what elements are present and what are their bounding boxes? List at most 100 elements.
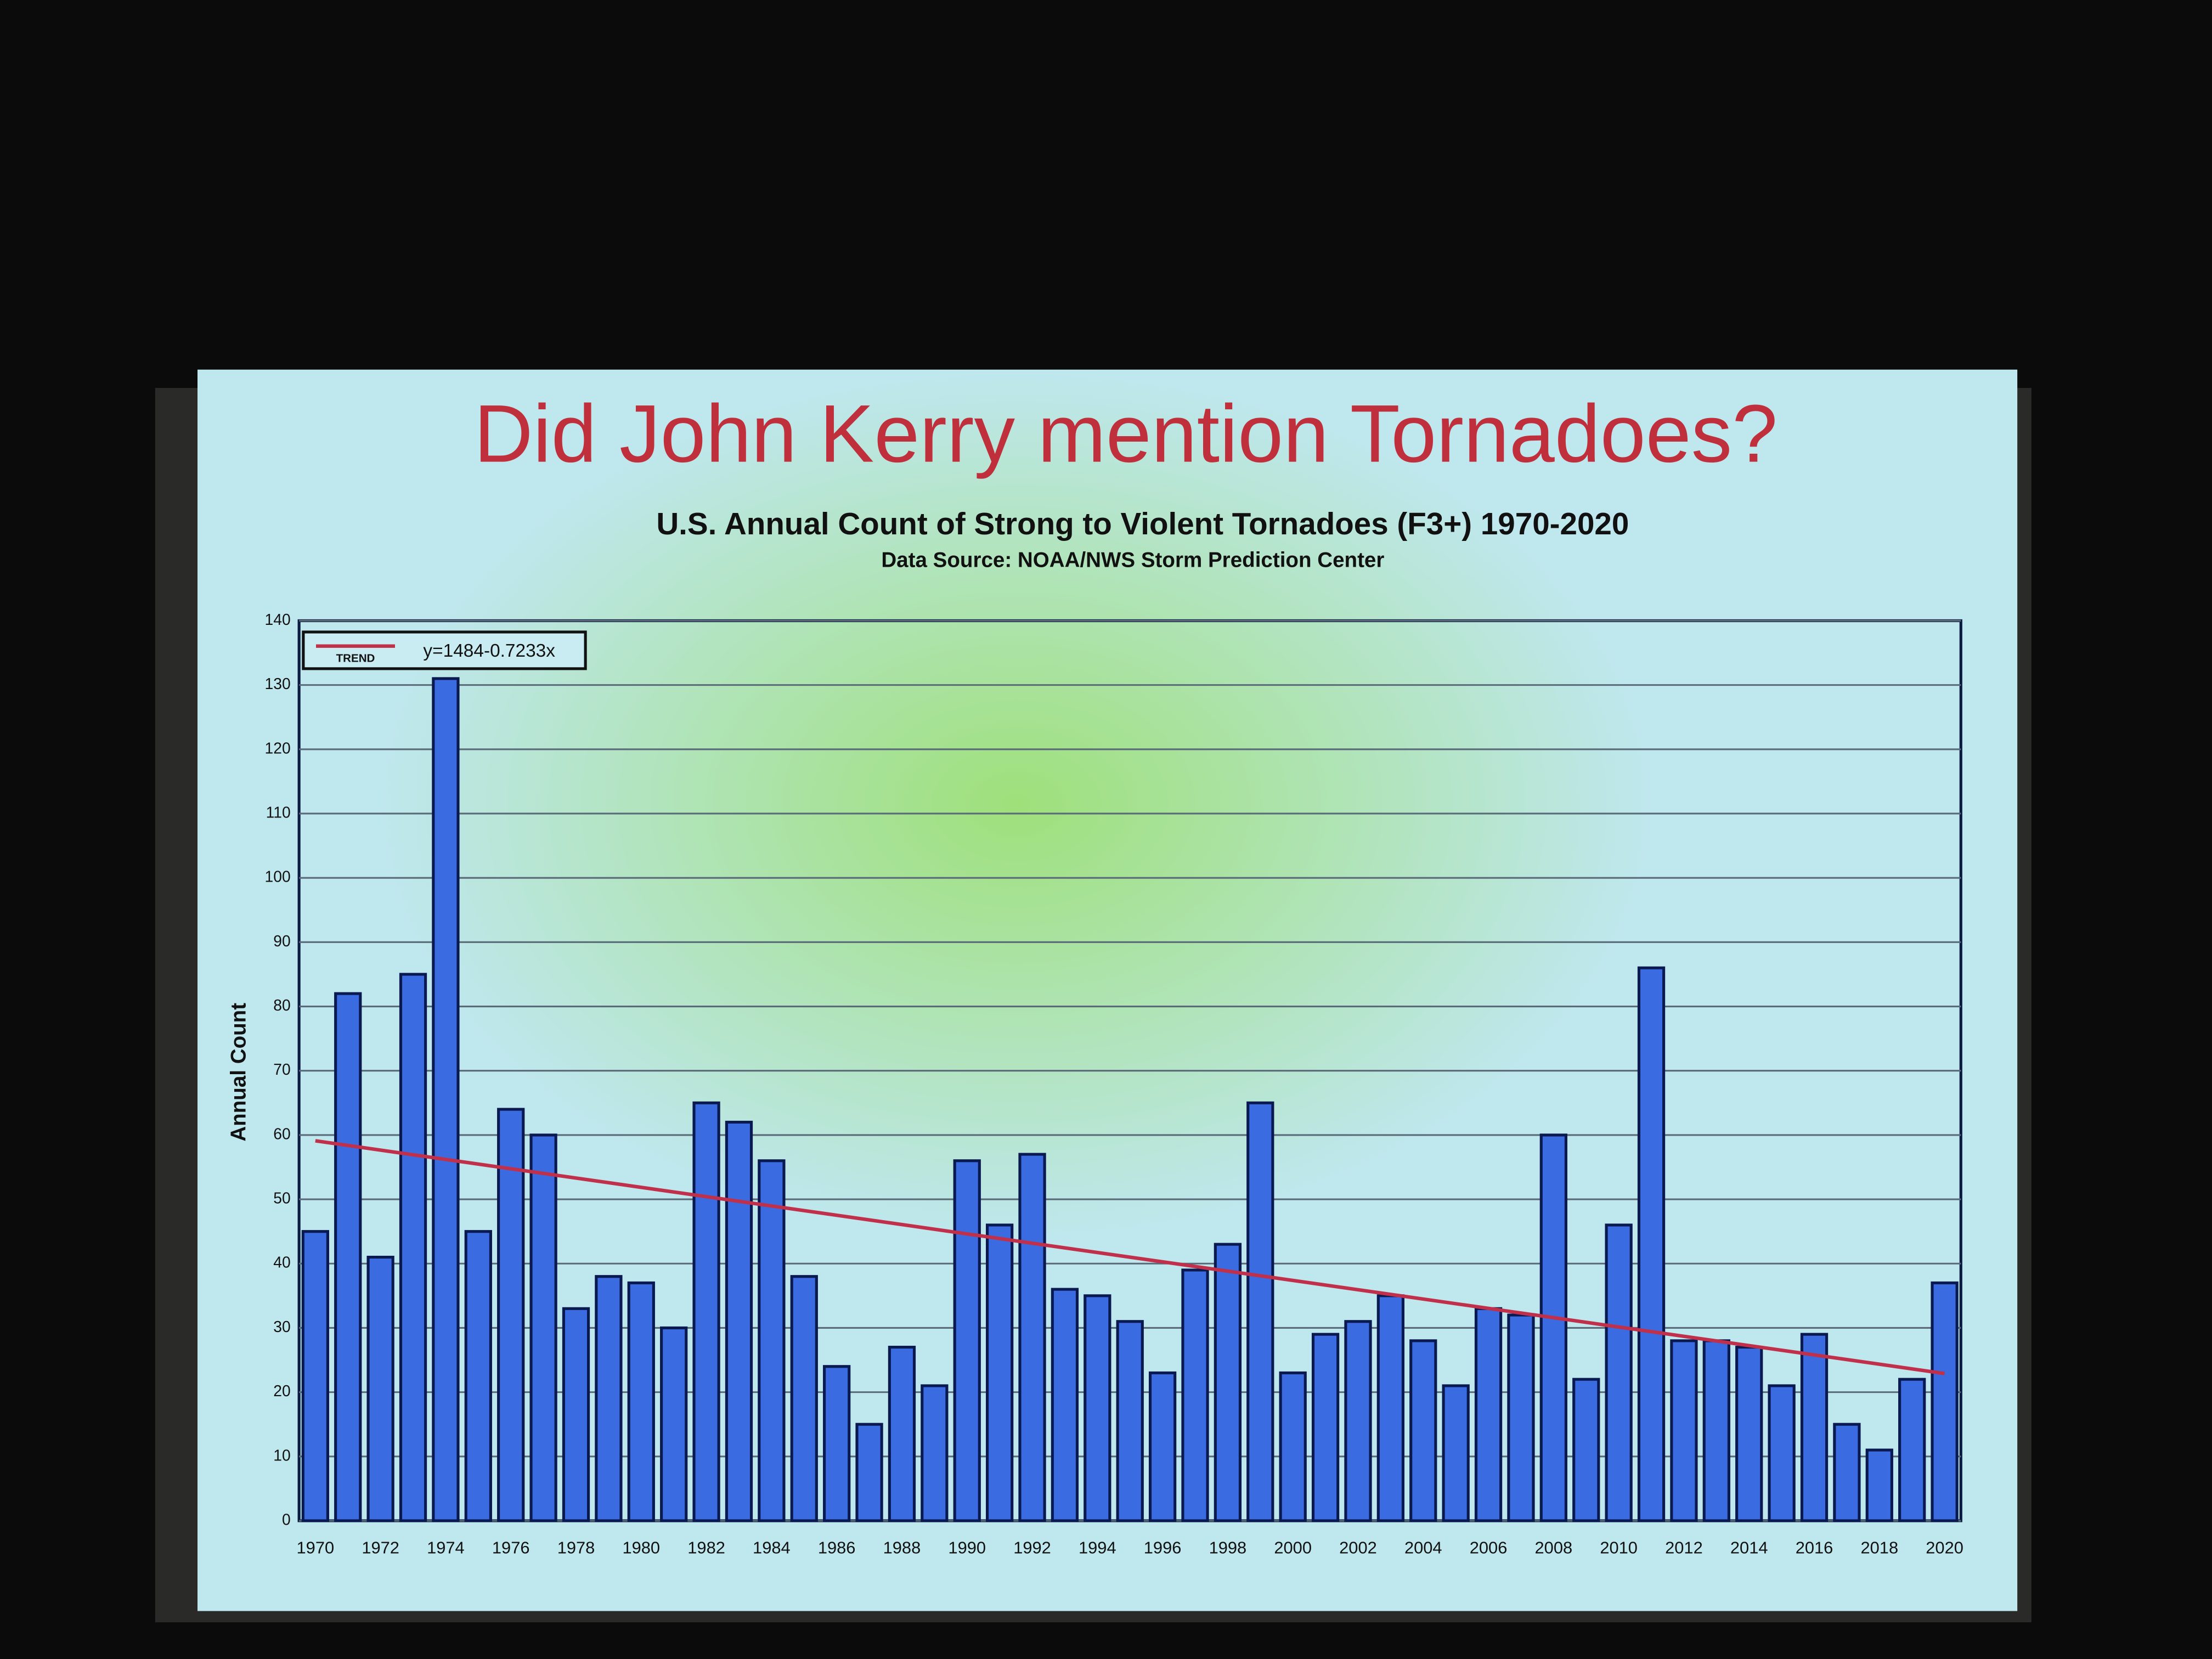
- x-tick-label: 2018: [1860, 1538, 1898, 1558]
- y-tick-label: 10: [273, 1446, 290, 1464]
- y-tick-label: 60: [273, 1125, 290, 1142]
- bar: [1605, 1223, 1633, 1522]
- bar: [1637, 966, 1666, 1522]
- bar: [1670, 1339, 1698, 1522]
- y-tick-label: 0: [282, 1510, 291, 1528]
- y-tick-label: 100: [265, 868, 291, 885]
- bar: [1572, 1378, 1600, 1522]
- bar: [1442, 1384, 1470, 1522]
- x-tick-label: 1972: [362, 1538, 399, 1558]
- bar: [1800, 1333, 1829, 1522]
- bar: [1507, 1313, 1535, 1522]
- y-tick-label: 80: [273, 996, 290, 1014]
- bar: [1539, 1133, 1567, 1522]
- bar: [1898, 1378, 1926, 1522]
- bar: [855, 1423, 883, 1522]
- bar: [660, 1326, 688, 1522]
- y-tick-label: 40: [273, 1254, 290, 1271]
- bar: [1148, 1371, 1177, 1522]
- x-tick-label: 1996: [1144, 1538, 1182, 1558]
- x-tick-label: 1980: [622, 1538, 660, 1558]
- y-tick-label: 30: [273, 1318, 290, 1335]
- bar: [1181, 1268, 1209, 1522]
- bar: [1084, 1294, 1111, 1522]
- bar: [595, 1275, 623, 1522]
- bar: [823, 1365, 851, 1522]
- bar: [562, 1307, 590, 1522]
- x-tick-label: 1994: [1079, 1538, 1116, 1558]
- bar: [1051, 1288, 1079, 1522]
- x-tick-label: 2014: [1730, 1538, 1768, 1558]
- x-tick-label: 2020: [1926, 1538, 1963, 1558]
- x-tick-label: 2008: [1535, 1538, 1573, 1558]
- bar: [1735, 1346, 1763, 1522]
- bar: [1833, 1423, 1861, 1522]
- y-tick-label: 130: [265, 675, 291, 692]
- x-tick-label: 1984: [753, 1538, 791, 1558]
- bar: [921, 1384, 949, 1522]
- trend-line: [315, 1139, 1945, 1375]
- bar: [985, 1223, 1014, 1522]
- x-tick-label: 2002: [1339, 1538, 1377, 1558]
- x-tick-label: 2006: [1470, 1538, 1508, 1558]
- bar: [1931, 1281, 1959, 1522]
- x-tick-label: 2010: [1600, 1538, 1638, 1558]
- bar: [1018, 1153, 1046, 1522]
- bar: [758, 1159, 786, 1522]
- bar: [692, 1101, 720, 1522]
- x-tick-label: 2012: [1665, 1538, 1703, 1558]
- bar: [888, 1346, 916, 1522]
- bar: [497, 1108, 525, 1522]
- x-tick-label: 1978: [557, 1538, 595, 1558]
- x-tick-label: 1974: [427, 1538, 465, 1558]
- y-tick-label: 120: [265, 739, 291, 757]
- bar: [627, 1281, 655, 1522]
- x-tick-label: 1990: [948, 1538, 986, 1558]
- bar: [1116, 1320, 1144, 1522]
- y-tick-label: 20: [273, 1382, 290, 1400]
- bar: [1474, 1307, 1503, 1522]
- x-tick-label: 1976: [492, 1538, 530, 1558]
- bar: [1376, 1294, 1405, 1522]
- x-tick-label: 1982: [687, 1538, 725, 1558]
- x-tick-label: 1986: [818, 1538, 856, 1558]
- y-tick-label: 110: [266, 803, 291, 821]
- bar: [399, 973, 427, 1522]
- x-tick-label: 1998: [1209, 1538, 1247, 1558]
- y-tick-label: 140: [265, 611, 291, 628]
- bar: [1214, 1243, 1242, 1522]
- chart-subtitle: Data Source: NOAA/NWS Storm Prediction C…: [881, 549, 1384, 572]
- bar: [301, 1230, 329, 1522]
- bar: [366, 1255, 394, 1522]
- x-tick-label: 1992: [1013, 1538, 1051, 1558]
- bar: [1865, 1448, 1893, 1522]
- x-tick-label: 2000: [1274, 1538, 1312, 1558]
- slide-title: Did John Kerry mention Tornadoes?: [474, 388, 1778, 479]
- chart-title: U.S. Annual Count of Strong to Violent T…: [656, 506, 1629, 541]
- bar: [1768, 1384, 1796, 1522]
- legend-name: TREND: [336, 652, 375, 664]
- x-tick-label: 1988: [883, 1538, 921, 1558]
- bar: [334, 992, 362, 1522]
- bar: [1311, 1333, 1340, 1522]
- bar: [1344, 1320, 1372, 1522]
- legend-equation: y=1484-0.7233x: [423, 641, 555, 661]
- x-tick-label: 1970: [297, 1538, 335, 1558]
- bar: [725, 1120, 753, 1522]
- x-tick-label: 2016: [1796, 1538, 1833, 1558]
- x-tick-label: 2004: [1404, 1538, 1442, 1558]
- bar: [1246, 1101, 1274, 1522]
- bar: [432, 677, 460, 1522]
- bar: [464, 1230, 492, 1522]
- bar: [953, 1159, 981, 1522]
- y-axis-label: Annual Count: [227, 1003, 250, 1142]
- y-tick-label: 90: [273, 932, 290, 950]
- bar: [1409, 1339, 1437, 1522]
- bar: [529, 1133, 557, 1522]
- bar: [1702, 1339, 1730, 1522]
- bar: [790, 1275, 818, 1522]
- bar: [1279, 1371, 1307, 1522]
- y-tick-label: 70: [273, 1060, 290, 1078]
